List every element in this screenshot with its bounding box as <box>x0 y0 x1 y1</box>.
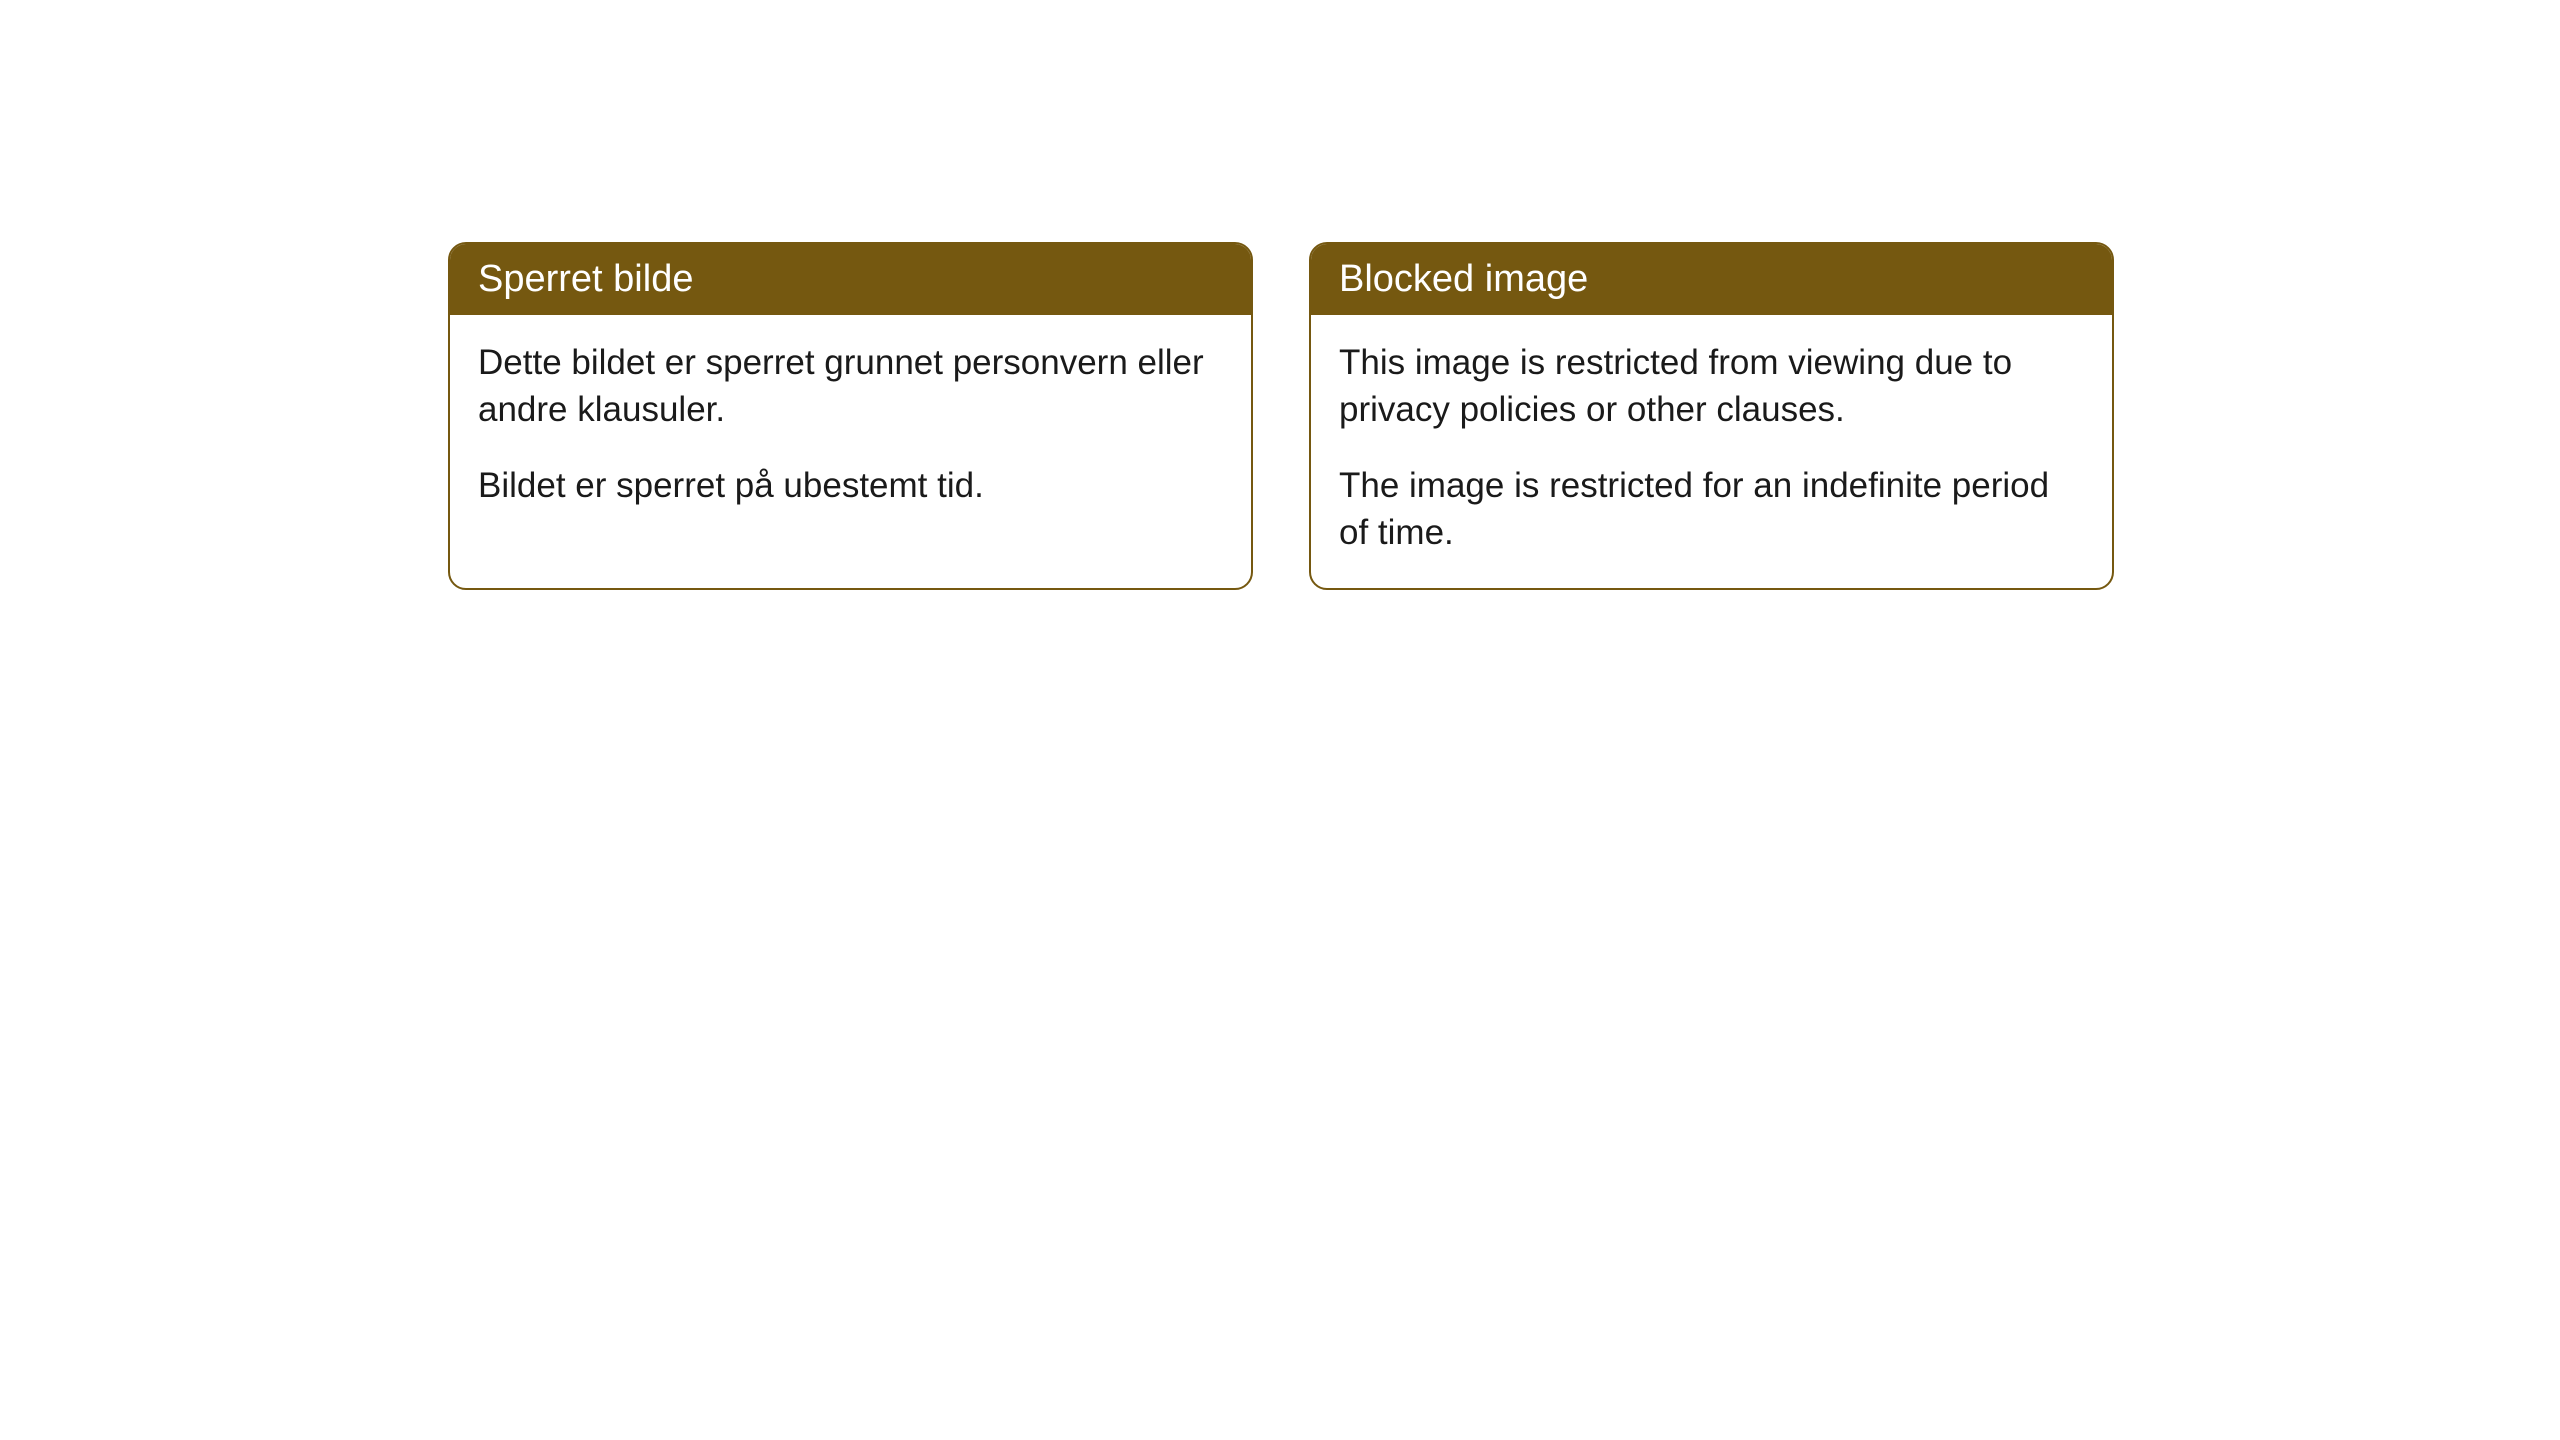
notice-paragraph: The image is restricted for an indefinit… <box>1339 462 2084 557</box>
notice-paragraph: Bildet er sperret på ubestemt tid. <box>478 462 1223 509</box>
card-title: Sperret bilde <box>478 258 693 300</box>
notice-paragraph: Dette bildet er sperret grunnet personve… <box>478 339 1223 434</box>
notice-paragraph: This image is restricted from viewing du… <box>1339 339 2084 434</box>
card-body: This image is restricted from viewing du… <box>1311 315 2112 588</box>
blocked-image-card-norwegian: Sperret bilde Dette bildet er sperret gr… <box>448 242 1253 590</box>
card-header: Sperret bilde <box>450 244 1251 315</box>
card-body: Dette bildet er sperret grunnet personve… <box>450 315 1251 541</box>
notice-cards-container: Sperret bilde Dette bildet er sperret gr… <box>0 0 2560 590</box>
card-title: Blocked image <box>1339 258 1588 300</box>
card-header: Blocked image <box>1311 244 2112 315</box>
blocked-image-card-english: Blocked image This image is restricted f… <box>1309 242 2114 590</box>
